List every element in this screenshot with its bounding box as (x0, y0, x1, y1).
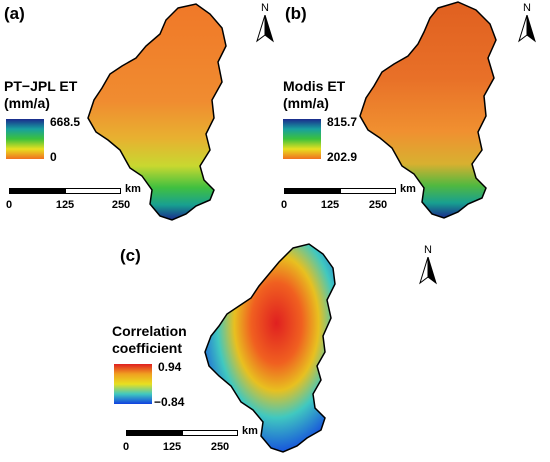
legend-min-a: 0 (50, 150, 57, 164)
map-pt-jpl-et (87, 3, 227, 221)
legend-min-c: −0.84 (154, 395, 185, 409)
north-label: N (424, 244, 432, 256)
legend-max-a: 668.5 (50, 115, 81, 129)
legend-title-c: Correlation coefficient (112, 323, 187, 356)
north-arrow-icon (518, 15, 536, 43)
legend-max-b: 815.7 (327, 115, 358, 129)
scalebar-white-segment (182, 430, 238, 436)
legend-max-c: 0.94 (158, 360, 182, 374)
scalebar-b: km 0 125 250 (280, 183, 434, 218)
scalebar-tick-0: 0 (280, 199, 288, 211)
legend-colorbar-a (6, 119, 44, 159)
scalebar-tick-125: 125 (320, 199, 340, 211)
north-label: N (523, 2, 531, 14)
scalebar-tick-250: 250 (210, 441, 230, 453)
scalebar-a: km 0 125 250 (5, 183, 159, 218)
scalebar-tick-125: 125 (162, 441, 182, 453)
scalebar-black-segment (284, 188, 340, 194)
basin-shape-b (359, 1, 497, 219)
scalebar-tick-0: 0 (5, 199, 13, 211)
scalebar-tick-0: 0 (122, 441, 130, 453)
north-arrow-a: N (254, 2, 276, 43)
scalebar-tick-125: 125 (55, 199, 75, 211)
panel-label-c: (c) (120, 246, 141, 265)
basin-shape-a (87, 3, 227, 221)
map-modis-et (359, 1, 497, 219)
scalebar-tick-250: 250 (368, 199, 388, 211)
scalebar-black-segment (9, 188, 65, 194)
scalebar-white-segment (340, 188, 396, 194)
basin-shape-c (204, 243, 336, 453)
legend-title-a: PT−JPL ET (mm/a) (4, 78, 78, 111)
north-label: N (261, 2, 269, 14)
scalebar-unit: km (242, 425, 258, 437)
north-arrow-b: N (516, 2, 538, 43)
panel-label-a: (a) (4, 4, 25, 23)
scalebar-unit: km (125, 183, 141, 195)
scalebar-white-segment (65, 188, 121, 194)
legend-title-b: Modis ET (mm/a) (283, 78, 346, 111)
north-arrow-icon (419, 257, 437, 285)
north-arrow-icon (256, 15, 274, 43)
legend-min-b: 202.9 (327, 150, 358, 164)
legend-colorbar-c (114, 364, 152, 404)
scalebar-tick-250: 250 (111, 199, 131, 211)
scalebar-black-segment (126, 430, 182, 436)
scalebar-c: km 0 125 250 (122, 425, 276, 460)
north-arrow-c: N (417, 244, 439, 285)
legend-colorbar-b (283, 119, 321, 159)
panel-label-b: (b) (285, 4, 307, 23)
map-correlation-coefficient (204, 243, 336, 453)
scalebar-unit: km (400, 183, 416, 195)
